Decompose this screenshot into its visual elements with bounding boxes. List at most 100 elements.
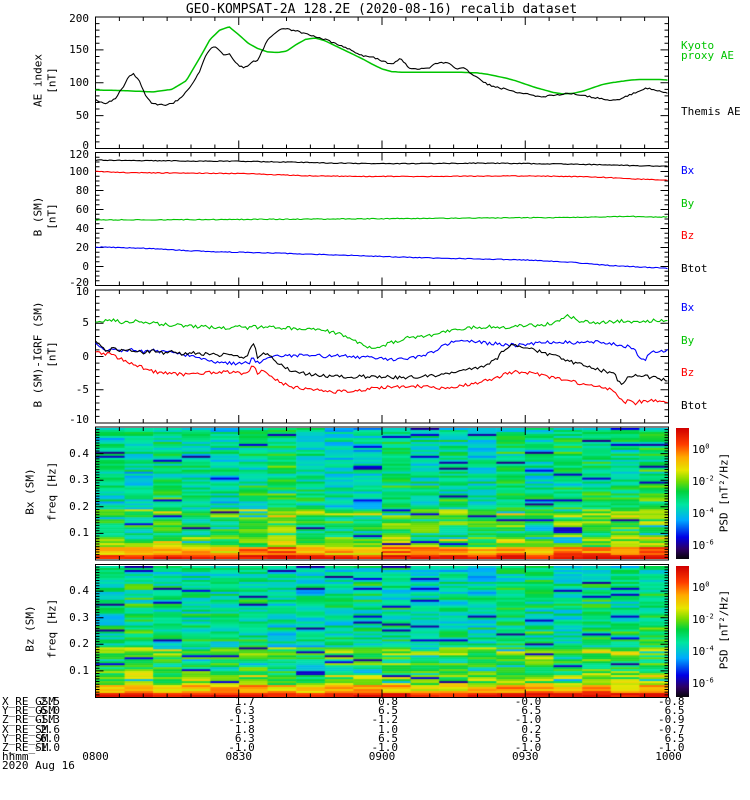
var-value: 0.2 bbox=[521, 722, 542, 736]
var-value: 6.3 bbox=[234, 704, 255, 718]
y-tick-label: 120 bbox=[69, 147, 89, 161]
var-value: -1.3 bbox=[33, 713, 61, 727]
legend-label: By bbox=[681, 196, 695, 210]
y-tick-label: 0 bbox=[82, 259, 89, 273]
y-axis-title: B (SM)-IGRF (SM) bbox=[31, 301, 45, 407]
legend-label: By bbox=[681, 334, 695, 347]
var-row-label: X_RE_SM bbox=[2, 722, 49, 736]
var-value: 2.6 bbox=[40, 722, 60, 736]
legend-label: Bx bbox=[681, 163, 695, 177]
colorbar-tick-label: 100 bbox=[692, 442, 710, 457]
y-axis-title: AE index bbox=[31, 53, 45, 107]
colorbar-bz bbox=[676, 565, 689, 697]
y-tick-label: 0 bbox=[82, 138, 89, 152]
var-value: 6.5 bbox=[521, 731, 542, 745]
y-tick-label: 0.2 bbox=[69, 499, 89, 513]
y-axis-title: freq [Hz] bbox=[45, 461, 59, 521]
y-axis-title: freq [Hz] bbox=[45, 598, 59, 659]
y-tick-label: 80 bbox=[75, 183, 89, 197]
y-tick-label: 200 bbox=[69, 12, 89, 25]
legend-label: Bz bbox=[681, 228, 695, 242]
var-value: -0.0 bbox=[514, 695, 542, 708]
var-value: -1.0 bbox=[514, 713, 542, 727]
time-tick-label: 0930 bbox=[512, 750, 539, 764]
var-value: 1.8 bbox=[234, 722, 255, 736]
var-value: -1.0 bbox=[33, 741, 61, 754]
y-tick-label: 40 bbox=[75, 221, 89, 235]
date-label: 2020 Aug 16 bbox=[2, 759, 75, 773]
colorbar-bx bbox=[676, 428, 689, 559]
var-row-label: Y_RE_GSM bbox=[2, 704, 55, 718]
var-value: -1.2 bbox=[371, 713, 399, 727]
var-value: 0.8 bbox=[378, 695, 398, 708]
var-value: 6.5 bbox=[664, 704, 685, 718]
var-value: 6.5 bbox=[378, 704, 398, 718]
var-row-label: Z_RE_GSM bbox=[2, 713, 55, 727]
legend-label: Themis AE bbox=[681, 105, 741, 118]
colorbar-tick-label: 10-4 bbox=[692, 644, 714, 658]
y-tick-label: 0.1 bbox=[69, 526, 89, 540]
var-value: 1.7 bbox=[234, 695, 255, 708]
var-value: -1.0 bbox=[371, 741, 399, 754]
y-tick-label: 100 bbox=[69, 164, 89, 178]
y-tick-label: -10 bbox=[69, 413, 89, 426]
time-tick-label: 0800 bbox=[82, 750, 109, 764]
var-row-label: X_RE_GSM bbox=[2, 695, 55, 708]
y-tick-label: 100 bbox=[69, 75, 89, 89]
y-tick-label: 50 bbox=[75, 108, 89, 122]
y-tick-label: 60 bbox=[75, 202, 89, 216]
y-axis-title: [nT] bbox=[45, 67, 59, 94]
y-tick-label: 0.3 bbox=[69, 610, 89, 624]
y-tick-label: 0.3 bbox=[69, 473, 89, 487]
legend-label: Btot bbox=[681, 399, 708, 412]
var-value: 6.3 bbox=[234, 731, 255, 745]
y-axis-title: Bz (SM) bbox=[23, 605, 37, 652]
y-tick-label: 0.1 bbox=[69, 663, 89, 677]
var-value: -0.7 bbox=[658, 722, 685, 736]
hhmm-label: hhmm bbox=[2, 750, 29, 764]
colorbar-tick-label: 10-6 bbox=[692, 538, 714, 553]
var-value: -1.3 bbox=[228, 713, 255, 727]
spectrogram-bx-heatmap bbox=[96, 428, 668, 559]
time-tick-label: 1000 bbox=[655, 750, 682, 764]
var-value: -1.0 bbox=[514, 741, 542, 754]
var-row-label: Y_RE_SM bbox=[2, 731, 49, 745]
time-tick-label: 0900 bbox=[368, 750, 396, 764]
var-value: 6.5 bbox=[378, 731, 398, 745]
var-value: 6.5 bbox=[521, 704, 542, 718]
y-tick-label: 5 bbox=[82, 316, 89, 330]
var-row-label: Z_RE_SM bbox=[2, 741, 49, 754]
time-tick-label: 0830 bbox=[225, 750, 253, 764]
colorbar-tick-label: 100 bbox=[692, 580, 710, 594]
legend-label: Btot bbox=[681, 261, 708, 275]
spectrogram-bz-heatmap bbox=[96, 565, 668, 697]
y-tick-label: 10 bbox=[75, 285, 89, 298]
var-value: 6.0 bbox=[40, 731, 60, 745]
colorbar-title: PSD [nT²/Hz] bbox=[717, 589, 731, 670]
var-value: 6.5 bbox=[664, 731, 685, 745]
var-value: -1.0 bbox=[228, 741, 255, 754]
legend-label: Kyoto bbox=[681, 39, 715, 52]
legend-label: Bx bbox=[681, 301, 695, 314]
y-tick-label: 20 bbox=[75, 240, 89, 254]
var-value: -0.9 bbox=[658, 713, 685, 727]
y-tick-label: 0 bbox=[82, 349, 89, 363]
y-tick-label: -20 bbox=[69, 275, 89, 289]
colorbar-tick-label: 10-2 bbox=[692, 612, 714, 626]
y-axis-title: Bx (SM) bbox=[23, 467, 37, 515]
colorbar-tick-label: 10-4 bbox=[692, 506, 714, 521]
y-tick-label: 0.4 bbox=[69, 446, 89, 460]
legend-label: Bz bbox=[681, 366, 695, 379]
colorbar-tick-label: 10-2 bbox=[692, 474, 714, 489]
var-value: 1.0 bbox=[378, 722, 398, 736]
var-value: -0.8 bbox=[658, 695, 685, 708]
y-tick-label: 0.4 bbox=[69, 584, 89, 598]
var-value: 2.5 bbox=[40, 695, 60, 708]
y-tick-label: 150 bbox=[69, 42, 89, 56]
chart-title: GEO-KOMPSAT-2A 128.2E (2020-08-16) recal… bbox=[185, 2, 578, 17]
y-axis-title: [nT] bbox=[45, 340, 59, 368]
var-value: 6.0 bbox=[40, 704, 60, 718]
colorbar-title: PSD [nT²/Hz] bbox=[717, 452, 731, 532]
legend-label: proxy AE bbox=[681, 49, 734, 62]
